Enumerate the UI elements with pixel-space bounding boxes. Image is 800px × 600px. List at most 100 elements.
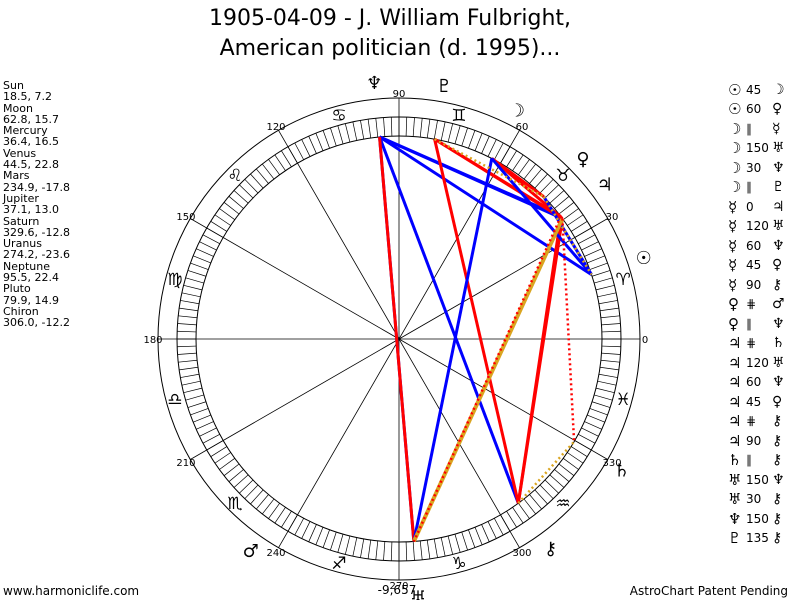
degree-tick (190, 408, 209, 416)
degree-tick (244, 484, 259, 499)
degree-tick (256, 494, 269, 510)
aspect-row: ☿ 45 ♀ (728, 256, 800, 276)
planet-coords-sun: 18.5, 7.2 (3, 90, 52, 104)
degree-label: 120 (266, 122, 285, 133)
aspect-planet1-glyph: ☿ (728, 197, 738, 216)
degree-tick (554, 469, 570, 482)
degree-tick (294, 142, 305, 160)
degree-tick (594, 394, 613, 401)
aspect-row: ☽ ∥ ☿ (728, 119, 800, 139)
aspect-row: ♃ ⋕ ⚷ (728, 412, 800, 432)
zodiac-sign-icon: ♑ (451, 554, 466, 574)
chart-planet-glyph-icon: ☉ (636, 248, 652, 269)
degree-tick (344, 123, 351, 143)
aspect-row: ♅ 30 ⚷ (728, 490, 800, 510)
degree-tick (367, 119, 372, 139)
degree-tick (558, 202, 575, 215)
zodiac-sign-icon: ♋ (331, 106, 346, 126)
aspect-row: ♃ 120 ♅ (728, 353, 800, 373)
degree-tick (187, 401, 207, 408)
degree-tick (210, 221, 228, 232)
website-link[interactable]: www.harmoniclife.com (3, 584, 140, 598)
degree-tick (587, 255, 605, 264)
sign-division-line (190, 218, 608, 460)
degree-tick (601, 345, 621, 348)
chart-planet-glyph-icon: ♃ (597, 174, 613, 195)
aspect-planet1-glyph: ♃ (728, 431, 742, 450)
degree-tick (419, 118, 423, 138)
degree-tick (587, 414, 605, 423)
degree-tick (179, 366, 199, 371)
degree-tick (474, 527, 483, 545)
aspect-type: 150 (746, 472, 769, 487)
degree-tick (308, 524, 317, 542)
degree-tick (383, 117, 386, 137)
planet-name-chiron: Chiron (3, 304, 39, 318)
aspect-row: ☿ 120 ♅ (728, 217, 800, 237)
aspect-line (561, 218, 576, 442)
planet-name-uranus: Uranus (3, 237, 42, 251)
degree-tick (598, 373, 618, 378)
aspect-row: ♄ ∥ ⚷ (728, 451, 800, 471)
degree-tick (367, 539, 372, 559)
aspect-type: ⋕ (746, 336, 757, 351)
degree-tick (440, 121, 446, 141)
aspect-line (378, 135, 593, 276)
aspect-planet2-glyph: ⚷ (772, 276, 783, 293)
planet-coords-venus: 44.5, 22.8 (3, 158, 59, 172)
degree-tick (185, 277, 204, 284)
aspect-planet2-glyph: ♅ (772, 218, 785, 235)
degree-tick (202, 433, 220, 444)
degree-tick (544, 479, 559, 494)
aspect-planet1-glyph: ☉ (728, 80, 742, 99)
degree-tick (594, 277, 613, 284)
degree-tick (274, 507, 286, 524)
degree-tick (315, 133, 324, 151)
aspect-row: ♀ ⋕ ♂ (728, 295, 800, 315)
degree-tick (578, 234, 596, 245)
degree-tick (601, 323, 621, 326)
degree-tick (199, 427, 217, 437)
degree-tick (534, 173, 548, 189)
degree-tick (578, 433, 596, 444)
aspect-planet2-glyph: ♆ (772, 374, 785, 391)
degree-label: 90 (393, 89, 406, 100)
degree-tick (419, 540, 423, 560)
aspect-planet2-glyph: ♆ (772, 315, 785, 332)
aspect-row: ♅ 150 ♆ (728, 470, 800, 490)
aspect-line (490, 157, 593, 276)
aspect-planet1-glyph: ♃ (728, 392, 742, 411)
aspect-type: 45 (746, 258, 762, 273)
degree-tick (214, 214, 231, 226)
aspect-planet1-glyph: ☽ (728, 178, 742, 197)
aspect-planet2-glyph: ♅ (772, 140, 785, 157)
degree-tick (440, 537, 446, 557)
degree-tick (268, 503, 280, 519)
degree-tick (563, 208, 579, 220)
aspect-row: ♆ 150 ⚷ (728, 509, 800, 529)
aspect-planet2-glyph: ⚷ (772, 530, 783, 547)
aspect-planet1-glyph: ♃ (728, 353, 742, 372)
aspect-row: ☉ 60 ♀ (728, 100, 800, 120)
degree-tick (549, 474, 565, 488)
aspect-planet2-glyph: ♆ (772, 237, 785, 254)
degree-tick (219, 458, 235, 470)
planet-position-list: Sun 18.5, 7.2 Moon 62.8, 15.7 Mercury 36.4, 1… (3, 80, 70, 329)
planet-coords-moon: 62.8, 15.7 (3, 112, 59, 126)
aspect-row: ☿ 0 ♃ (728, 197, 800, 217)
degree-tick (529, 168, 542, 184)
degree-tick (233, 474, 249, 488)
degree-tick (181, 292, 201, 298)
degree-tick (601, 352, 621, 355)
chart-planet-glyph-icon: ☽ (509, 101, 525, 122)
planet-coords-saturn: 329.6, -12.8 (3, 225, 70, 239)
aspect-planet2-glyph: ♅ (772, 354, 785, 371)
degree-tick (183, 284, 203, 291)
planet-name-neptune: Neptune (3, 259, 51, 273)
degree-tick (567, 214, 584, 226)
degree-tick (554, 196, 570, 209)
degree-tick (563, 458, 579, 470)
degree-tick (599, 366, 619, 371)
degree-tick (567, 452, 584, 464)
degree-label: 60 (516, 122, 529, 133)
